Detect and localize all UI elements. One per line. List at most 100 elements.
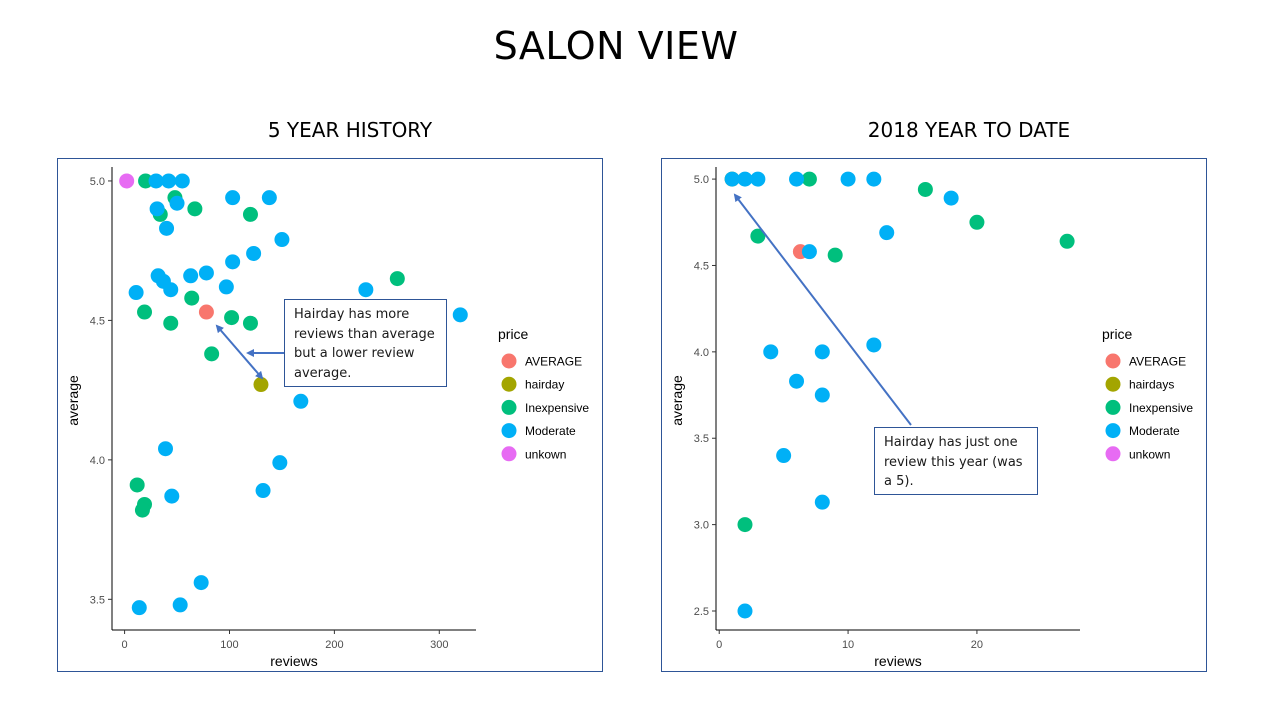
data-point (163, 315, 179, 331)
legend-marker (1105, 376, 1121, 392)
data-point (138, 173, 154, 189)
x-tick-label: 200 (325, 639, 343, 651)
data-point (184, 290, 200, 306)
chart-title-5-year-history: 5 YEAR HISTORY (267, 118, 433, 142)
data-point (814, 494, 830, 510)
data-point (187, 201, 203, 217)
x-tick-label: 10 (842, 639, 854, 651)
legend-label: unkown (1129, 447, 1170, 461)
scatter-plot-svg: 0 10 20 2.5 3.0 3.5 4.0 4.5 5.0 reviews average pri… (669, 167, 1193, 669)
data-point (452, 307, 468, 323)
data-point (225, 190, 241, 206)
data-point (814, 344, 830, 360)
data-point (174, 173, 190, 189)
data-point (737, 603, 753, 619)
legend-marker (1105, 399, 1121, 415)
x-axis-label: reviews (270, 653, 317, 669)
data-point (218, 279, 234, 295)
data-point (242, 315, 258, 331)
legend-label: hairdays (1129, 378, 1174, 392)
legend-marker (501, 353, 517, 369)
data-point (724, 171, 740, 187)
y-tick-label: 3.5 (90, 594, 105, 606)
scatter-plot-2018-ytd: 0 10 20 2.5 3.0 3.5 4.0 4.5 5.0 reviews average pri… (661, 158, 1207, 672)
data-point (128, 285, 144, 301)
data-point (776, 448, 792, 464)
data-point (917, 181, 933, 197)
data-point (129, 477, 145, 493)
data-point (163, 282, 179, 298)
data-point (789, 373, 805, 389)
data-point (272, 455, 288, 471)
y-tick-label: 4.5 (694, 260, 709, 272)
annotation-box: Hairday has more reviews than average bu… (284, 299, 447, 387)
legend-marker (501, 446, 517, 462)
data-point (274, 232, 290, 248)
legend-label: AVERAGE (525, 355, 582, 369)
legend-label: AVERAGE (1129, 355, 1186, 369)
y-tick-label: 4.0 (694, 347, 709, 359)
legend-label: Moderate (525, 424, 576, 438)
data-point (134, 502, 150, 518)
data-point (293, 393, 309, 409)
data-point (148, 173, 164, 189)
data-point (204, 346, 220, 362)
legend-marker (501, 399, 517, 415)
annotation-box: Hairday has just one review this year (w… (874, 427, 1038, 495)
data-point (1059, 233, 1075, 249)
legend-label: unkown (525, 447, 566, 461)
x-tick-label: 0 (122, 639, 128, 651)
x-tick-label: 300 (430, 639, 448, 651)
y-tick-label: 3.0 (694, 520, 709, 532)
y-tick-label: 5.0 (90, 176, 105, 188)
legend-label: hairday (525, 378, 564, 392)
chart-title-2018-ytd: 2018 YEAR TO DATE (867, 118, 1071, 142)
x-axis-label: reviews (874, 653, 921, 669)
data-point (198, 304, 214, 320)
data-point (164, 488, 180, 504)
data-point (789, 171, 805, 187)
data-point (253, 377, 269, 393)
data-point (750, 171, 766, 187)
data-point (242, 206, 258, 222)
data-point (224, 310, 240, 326)
data-point (131, 600, 147, 616)
data-point (159, 220, 175, 236)
data-point (157, 441, 173, 457)
data-point (866, 337, 882, 353)
data-point (840, 171, 856, 187)
scatter-plot-5-year-history: 0 100 200 300 3.5 4.0 4.5 5.0 reviews average pric… (57, 158, 603, 672)
x-tick-label: 100 (220, 639, 238, 651)
y-tick-label: 4.5 (90, 315, 105, 327)
data-point (161, 173, 177, 189)
legend-marker (1105, 353, 1121, 369)
data-point (750, 228, 766, 244)
data-point (814, 387, 830, 403)
data-point (737, 517, 753, 533)
data-point (193, 575, 209, 591)
data-point (225, 254, 241, 270)
data-point (255, 483, 271, 499)
y-tick-label: 5.0 (694, 174, 709, 186)
data-point (763, 344, 779, 360)
data-point (169, 195, 185, 211)
annotation-arrow (215, 324, 264, 380)
legend-label: Moderate (1129, 424, 1180, 438)
legend-marker (501, 423, 517, 439)
legend-title: price (1102, 326, 1133, 342)
x-tick-label: 20 (971, 639, 983, 651)
y-axis-label: average (65, 375, 81, 426)
y-axis-label: average (669, 375, 685, 426)
legend-label: Inexpensive (1129, 401, 1193, 415)
data-point (879, 225, 895, 241)
y-tick-label: 2.5 (694, 606, 709, 618)
legend-title: price (498, 326, 529, 342)
legend-marker (1105, 446, 1121, 462)
legend-marker (1105, 423, 1121, 439)
y-tick-label: 3.5 (694, 433, 709, 445)
data-point (866, 171, 882, 187)
data-point (198, 265, 214, 281)
y-tick-label: 4.0 (90, 455, 105, 467)
data-point (183, 268, 199, 284)
slide-title: SALON VIEW (493, 24, 739, 68)
